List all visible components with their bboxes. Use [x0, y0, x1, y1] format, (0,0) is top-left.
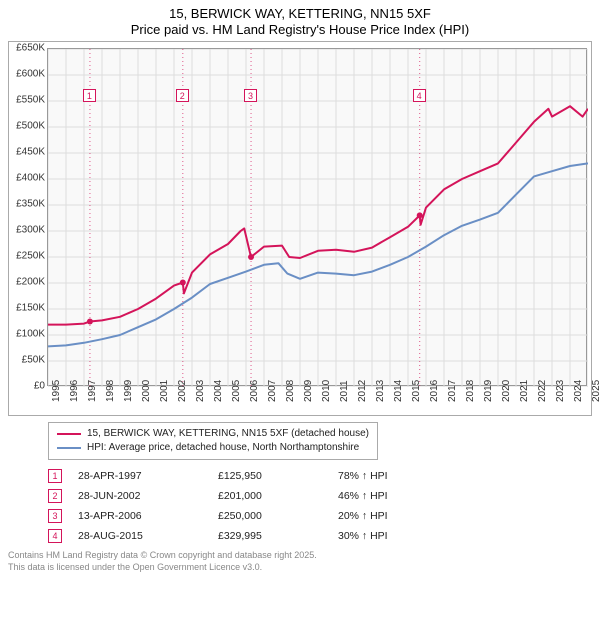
y-axis-label: £100K — [11, 329, 45, 340]
y-axis-label: £350K — [11, 199, 45, 210]
sales-date: 28-AUG-2015 — [78, 530, 218, 542]
x-axis-label: 2000 — [141, 380, 152, 402]
sales-date: 28-APR-1997 — [78, 470, 218, 482]
sales-idx: 3 — [48, 509, 62, 523]
sales-delta: 30% ↑ HPI — [338, 530, 458, 542]
x-axis-label: 2020 — [501, 380, 512, 402]
sales-price: £329,995 — [218, 530, 338, 542]
x-axis-label: 1997 — [87, 380, 98, 402]
sales-idx: 1 — [48, 469, 62, 483]
x-axis-label: 1998 — [105, 380, 116, 402]
x-axis-label: 2019 — [483, 380, 494, 402]
y-axis-label: £250K — [11, 251, 45, 262]
legend: 15, BERWICK WAY, KETTERING, NN15 5XF (de… — [48, 422, 378, 460]
sales-delta: 78% ↑ HPI — [338, 470, 458, 482]
sales-row: 4 28-AUG-2015£329,99530% ↑ HPI — [48, 526, 592, 546]
x-axis-label: 1996 — [69, 380, 80, 402]
x-axis-label: 2004 — [213, 380, 224, 402]
x-axis-label: 2022 — [537, 380, 548, 402]
y-axis-label: £150K — [11, 303, 45, 314]
sale-marker-4: 4 — [413, 89, 426, 102]
sale-marker-1: 1 — [83, 89, 96, 102]
sale-marker-3: 3 — [244, 89, 257, 102]
x-axis-label: 2023 — [555, 380, 566, 402]
x-axis-label: 2010 — [321, 380, 332, 402]
sales-price: £125,950 — [218, 470, 338, 482]
sales-date: 28-JUN-2002 — [78, 490, 218, 502]
chart-title-line1: 15, BERWICK WAY, KETTERING, NN15 5XF — [8, 6, 592, 22]
x-axis-label: 2011 — [339, 381, 350, 403]
sales-price: £250,000 — [218, 510, 338, 522]
legend-swatch-red — [57, 433, 81, 435]
x-axis-label: 2012 — [357, 380, 368, 402]
chart-container: 1 2 3 4 £0 £50K £100K £150K £200K £250K £300K £350… — [8, 41, 592, 416]
sales-table: 1 28-APR-1997£125,95078% ↑ HPI 2 28-JUN-200… — [48, 466, 592, 546]
sales-idx: 2 — [48, 489, 62, 503]
sales-date: 13-APR-2006 — [78, 510, 218, 522]
plot-area: 1 2 3 4 — [47, 48, 587, 386]
x-axis-label: 2015 — [411, 380, 422, 402]
legend-item-property: 15, BERWICK WAY, KETTERING, NN15 5XF (de… — [57, 427, 369, 441]
x-axis-label: 2018 — [465, 380, 476, 402]
x-axis-label: 2003 — [195, 380, 206, 402]
legend-swatch-blue — [57, 447, 81, 449]
attribution-line1: Contains HM Land Registry data © Crown c… — [8, 550, 592, 561]
x-axis-label: 2008 — [285, 380, 296, 402]
x-axis-label: 2002 — [177, 380, 188, 402]
x-axis-label: 2024 — [573, 380, 584, 402]
x-axis-label: 2025 — [591, 380, 600, 402]
x-axis-label: 2021 — [519, 380, 530, 402]
sales-delta: 20% ↑ HPI — [338, 510, 458, 522]
attribution-line2: This data is licensed under the Open Gov… — [8, 562, 592, 573]
x-axis-label: 2013 — [375, 380, 386, 402]
y-axis-label: £550K — [11, 95, 45, 106]
sales-row: 3 13-APR-2006£250,00020% ↑ HPI — [48, 506, 592, 526]
sales-idx: 4 — [48, 529, 62, 543]
x-axis-label: 2007 — [267, 380, 278, 402]
sales-price: £201,000 — [218, 490, 338, 502]
sales-row: 1 28-APR-1997£125,95078% ↑ HPI — [48, 466, 592, 486]
sales-delta: 46% ↑ HPI — [338, 490, 458, 502]
y-axis-label: £300K — [11, 225, 45, 236]
y-axis-label: £400K — [11, 173, 45, 184]
attribution: Contains HM Land Registry data © Crown c… — [8, 550, 592, 573]
x-axis-label: 2017 — [447, 380, 458, 402]
plot-svg — [48, 49, 588, 387]
legend-label-hpi: HPI: Average price, detached house, Nort… — [87, 441, 359, 455]
x-axis-label: 2006 — [249, 380, 260, 402]
y-axis-label: £0 — [11, 381, 45, 392]
y-axis-label: £200K — [11, 277, 45, 288]
x-axis-label: 1999 — [123, 380, 134, 402]
y-axis-label: £500K — [11, 121, 45, 132]
x-axis-label: 2016 — [429, 380, 440, 402]
y-axis-label: £450K — [11, 147, 45, 158]
sales-row: 2 28-JUN-2002£201,00046% ↑ HPI — [48, 486, 592, 506]
x-axis-label: 1995 — [51, 380, 62, 402]
x-axis-label: 2001 — [159, 380, 170, 402]
x-axis-label: 2005 — [231, 380, 242, 402]
y-axis-label: £650K — [11, 43, 45, 54]
y-axis-label: £600K — [11, 69, 45, 80]
legend-label-property: 15, BERWICK WAY, KETTERING, NN15 5XF (de… — [87, 427, 369, 441]
y-axis-label: £50K — [11, 355, 45, 366]
chart-title-line2: Price paid vs. HM Land Registry's House … — [8, 22, 592, 37]
sale-marker-2: 2 — [176, 89, 189, 102]
legend-item-hpi: HPI: Average price, detached house, Nort… — [57, 441, 369, 455]
x-axis-label: 2014 — [393, 380, 404, 402]
x-axis-label: 2009 — [303, 380, 314, 402]
